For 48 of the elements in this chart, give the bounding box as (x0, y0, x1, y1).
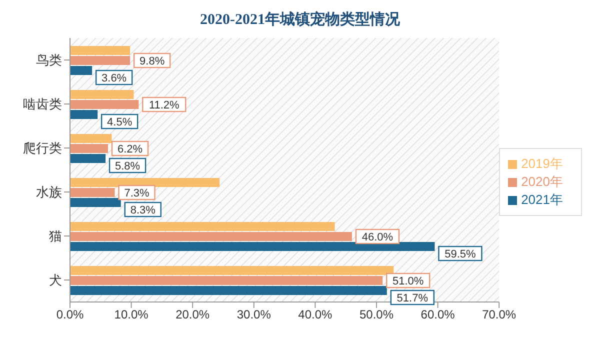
y-tick-label: 水族 (36, 184, 62, 200)
data-label: 46.0% (362, 232, 394, 244)
bar (70, 242, 435, 251)
x-tick-label: 60.0% (420, 308, 456, 322)
data-label: 51.0% (392, 276, 424, 288)
y-tick-label: 猫 (49, 228, 62, 244)
legend-label: 2019年 (521, 156, 563, 171)
data-label: 51.7% (396, 292, 428, 304)
bar (70, 188, 115, 197)
data-label: 8.3% (130, 204, 156, 216)
data-label: 59.5% (444, 248, 476, 260)
bar (70, 134, 112, 143)
bar (70, 90, 134, 99)
bar (70, 276, 383, 285)
data-label: 9.8% (140, 56, 165, 68)
y-tick-label: 爬行类 (23, 140, 62, 156)
data-label: 11.2% (148, 100, 180, 112)
x-tick-label: 70.0% (482, 308, 516, 322)
x-tick-label: 50.0% (359, 308, 394, 322)
bar (70, 286, 387, 295)
y-tick-label: 犬 (49, 272, 62, 288)
bar (70, 110, 98, 119)
data-label: 6.2% (117, 144, 143, 156)
bar (70, 266, 394, 275)
bar (70, 232, 352, 241)
x-tick-label: 20.0% (176, 308, 210, 322)
y-tick-label: 啮齿类 (23, 96, 62, 112)
data-label: 4.5% (107, 116, 132, 128)
bar (70, 178, 220, 187)
y-tick-label: 鸟类 (36, 52, 62, 68)
bar (70, 46, 130, 55)
legend-label: 2021年 (521, 192, 563, 207)
x-tick-label: 0.0% (56, 308, 84, 322)
bar (70, 100, 139, 109)
x-tick-label: 40.0% (298, 308, 333, 322)
bar (70, 222, 335, 231)
bar (70, 154, 106, 163)
bar (70, 56, 130, 65)
bar (70, 198, 121, 207)
bar (70, 66, 92, 75)
data-label: 3.6% (102, 72, 127, 84)
legend-label: 2020年 (521, 174, 563, 189)
x-tick-label: 10.0% (114, 308, 149, 322)
data-label: 5.8% (115, 160, 140, 172)
bar (70, 144, 108, 153)
x-tick-label: 30.0% (236, 308, 272, 322)
data-label: 7.3% (124, 188, 150, 200)
chart-title: 2020-2021年城镇宠物类型情况 (199, 10, 401, 30)
